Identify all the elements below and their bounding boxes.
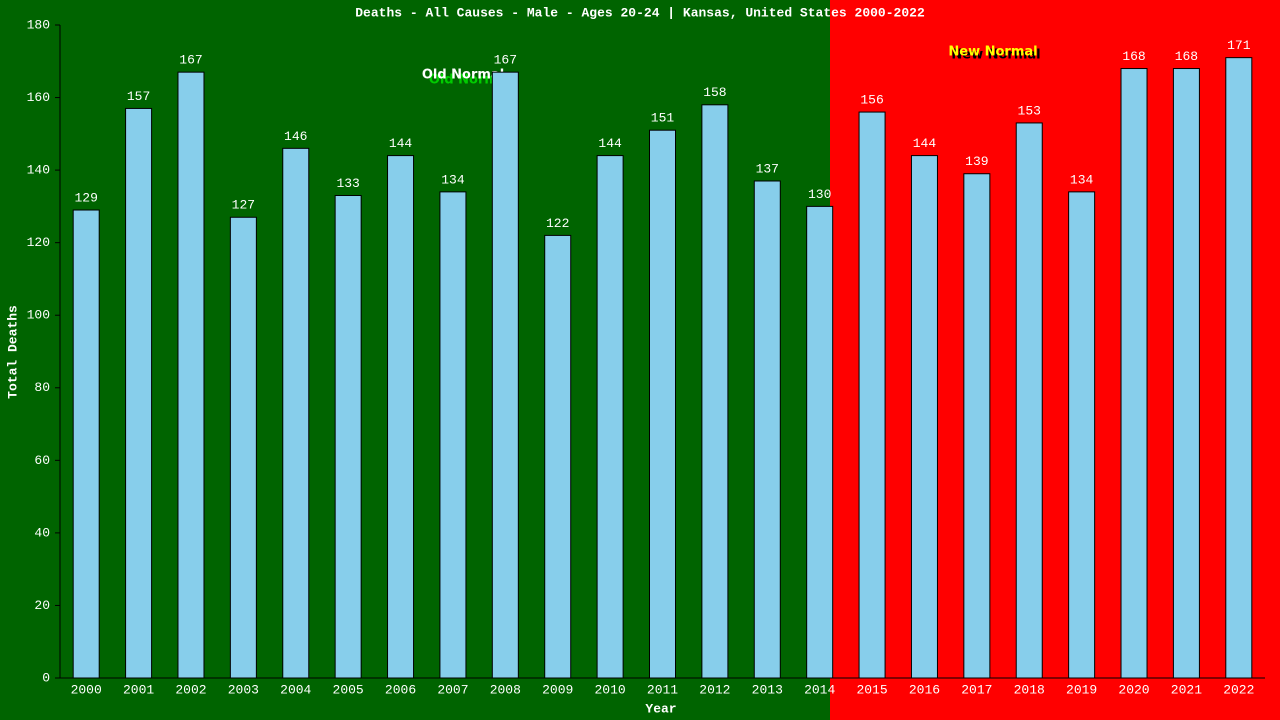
- data-label: 167: [179, 53, 202, 68]
- bar: [806, 205, 834, 679]
- bar: [753, 180, 781, 679]
- x-tick-label: 2018: [1014, 682, 1045, 697]
- new-normal-shadow: New Normal: [951, 48, 1040, 63]
- data-label: 156: [860, 93, 883, 108]
- data-label: 134: [441, 172, 465, 187]
- x-axis-label: Year: [645, 701, 676, 716]
- y-tick-label: 20: [34, 598, 50, 613]
- data-label: 133: [336, 176, 359, 191]
- x-tick-label: 2017: [961, 682, 992, 697]
- x-tick-label: 2005: [333, 682, 364, 697]
- data-label: 134: [1070, 172, 1094, 187]
- new-normal-label: New Normal: [948, 45, 1037, 60]
- bar: [1068, 191, 1096, 679]
- data-label: 137: [756, 161, 779, 176]
- data-label: 151: [651, 111, 675, 126]
- bar: [1225, 57, 1253, 679]
- bar: [1172, 68, 1200, 679]
- data-label: 167: [494, 53, 517, 68]
- bar: [125, 107, 153, 679]
- bar: [910, 155, 938, 679]
- bar: [649, 129, 676, 679]
- bar: [858, 111, 886, 679]
- data-label: 157: [127, 89, 150, 104]
- y-tick-label: 60: [34, 453, 50, 468]
- x-tick-label: 2007: [437, 682, 468, 697]
- data-label: 139: [965, 154, 988, 169]
- data-label: 144: [598, 136, 622, 151]
- data-label: 130: [808, 187, 831, 202]
- chart-title: Deaths - All Causes - Male - Ages 20-24 …: [355, 5, 925, 20]
- y-tick-label: 140: [27, 163, 50, 178]
- bar: [387, 155, 415, 679]
- old-normal-shadow: Old Normal: [429, 73, 511, 88]
- bar: [701, 104, 729, 679]
- x-tick-label: 2004: [280, 682, 311, 697]
- bar: [177, 71, 205, 679]
- x-tick-label: 2010: [594, 682, 625, 697]
- old-normal-label: Old Normal: [422, 68, 504, 83]
- x-tick-label: 2019: [1066, 682, 1097, 697]
- x-tick-label: 2014: [804, 682, 835, 697]
- x-tick-label: 2015: [856, 682, 887, 697]
- x-tick-label: 2013: [752, 682, 783, 697]
- y-tick-label: 120: [27, 235, 50, 250]
- x-tick-label: 2016: [909, 682, 940, 697]
- bar: [596, 155, 624, 679]
- x-tick-label: 2009: [542, 682, 573, 697]
- y-tick-label: 160: [27, 90, 50, 105]
- y-tick-label: 100: [27, 308, 50, 323]
- new-normal-background: [830, 0, 1280, 720]
- x-tick-label: 2021: [1171, 682, 1202, 697]
- x-tick-label: 2022: [1223, 682, 1254, 697]
- data-label: 122: [546, 216, 569, 231]
- data-label: 129: [74, 190, 97, 205]
- x-tick-label: 2011: [647, 682, 678, 697]
- x-tick-label: 2006: [385, 682, 416, 697]
- bar: [491, 71, 519, 679]
- bar: [439, 191, 467, 679]
- y-axis-label: Total Deaths: [5, 305, 20, 399]
- y-tick-label: 180: [27, 17, 50, 32]
- data-label: 158: [703, 85, 726, 100]
- x-tick-label: 2003: [228, 682, 259, 697]
- y-tick-label: 40: [34, 525, 50, 540]
- x-tick-label: 2002: [175, 682, 206, 697]
- y-tick-label: 80: [34, 380, 50, 395]
- x-tick-label: 2008: [490, 682, 521, 697]
- bar: [72, 209, 100, 679]
- data-label: 144: [913, 136, 937, 151]
- x-tick-label: 2012: [699, 682, 730, 697]
- bar: [334, 195, 362, 679]
- data-label: 146: [284, 129, 307, 144]
- data-label: 168: [1122, 49, 1145, 64]
- x-tick-label: 2000: [71, 682, 102, 697]
- y-tick-label: 0: [42, 670, 50, 685]
- x-tick-label: 2020: [1118, 682, 1149, 697]
- data-label: 168: [1175, 49, 1198, 64]
- data-label: 144: [389, 136, 413, 151]
- bar: [1015, 122, 1043, 679]
- bar: [229, 216, 257, 679]
- bar: [282, 147, 310, 679]
- x-tick-label: 2001: [123, 682, 154, 697]
- data-label: 127: [232, 198, 255, 213]
- bar: [544, 234, 572, 679]
- bar: [1120, 68, 1148, 679]
- data-label: 153: [1018, 103, 1041, 118]
- bar: [963, 173, 991, 679]
- data-label: 171: [1227, 38, 1251, 53]
